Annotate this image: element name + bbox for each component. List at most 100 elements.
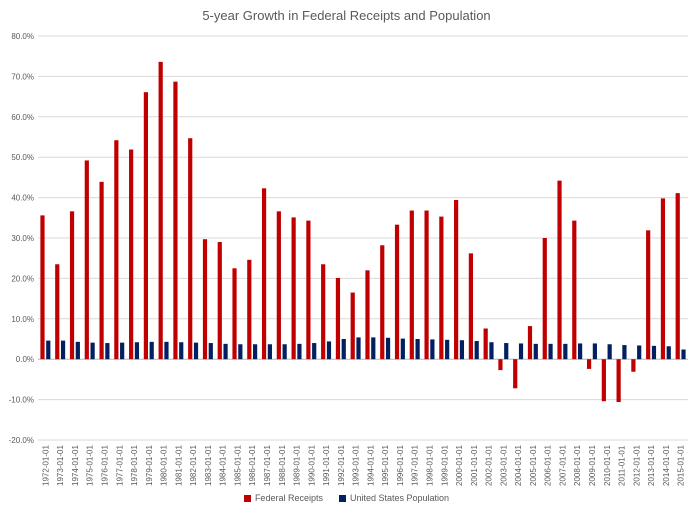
bar-us-population bbox=[46, 340, 51, 360]
x-tick-label: 1981-01-01 bbox=[174, 445, 183, 486]
bar-us-population bbox=[312, 343, 317, 360]
x-tick-label: 1996-01-01 bbox=[396, 445, 405, 486]
x-tick-label: 1994-01-01 bbox=[366, 445, 375, 486]
bar-us-population bbox=[60, 340, 66, 360]
bar-federal-receipts bbox=[40, 215, 45, 360]
bar-federal-receipts bbox=[601, 359, 606, 402]
bar-us-population bbox=[282, 344, 287, 360]
bar-federal-receipts bbox=[173, 81, 178, 360]
bar-us-population bbox=[651, 345, 657, 360]
y-tick-label: 40.0% bbox=[11, 194, 34, 203]
bar-federal-receipts bbox=[261, 188, 267, 360]
y-tick-label: 0.0% bbox=[16, 355, 34, 364]
bar-us-population bbox=[105, 343, 110, 360]
y-tick-label: 80.0% bbox=[11, 32, 34, 41]
x-tick-label: 1988-01-01 bbox=[278, 445, 287, 486]
x-tick-label: 1991-01-01 bbox=[322, 445, 331, 486]
bar-federal-receipts bbox=[409, 210, 414, 360]
x-axis-labels: 1972-01-01 1973-01-01 1974-01-01 1975-01-01… bbox=[41, 445, 685, 486]
bar-us-population bbox=[504, 343, 509, 360]
bar-us-population bbox=[518, 343, 524, 360]
x-tick-label: 2010-01-01 bbox=[603, 445, 612, 486]
x-tick-label: 2009-01-01 bbox=[588, 445, 597, 486]
bar-us-population bbox=[592, 343, 597, 360]
bar-federal-receipts bbox=[586, 359, 592, 369]
bar-federal-receipts bbox=[675, 193, 680, 360]
bar-federal-receipts bbox=[55, 264, 60, 360]
bar-federal-receipts bbox=[143, 92, 148, 360]
x-tick-label: 1975-01-01 bbox=[86, 445, 95, 486]
x-tick-label: 1982-01-01 bbox=[189, 445, 198, 486]
legend-label: Federal Receipts bbox=[254, 493, 323, 503]
bar-federal-receipts bbox=[394, 224, 400, 360]
x-tick-label: 1980-01-01 bbox=[160, 445, 169, 486]
bar-federal-receipts bbox=[276, 211, 281, 360]
bar-federal-receipts bbox=[542, 238, 547, 360]
x-tick-label: 2013-01-01 bbox=[647, 445, 656, 486]
bar-federal-receipts bbox=[306, 220, 311, 360]
x-tick-label: 2000-01-01 bbox=[455, 445, 464, 486]
x-tick-label: 1987-01-01 bbox=[263, 445, 272, 486]
bar-us-population bbox=[75, 341, 80, 360]
x-tick-label: 1983-01-01 bbox=[204, 445, 213, 486]
x-tick-label: 2014-01-01 bbox=[662, 445, 671, 486]
bar-us-population bbox=[193, 342, 199, 360]
bar-federal-receipts bbox=[321, 264, 326, 360]
bar-us-population bbox=[474, 341, 479, 360]
x-tick-label: 1992-01-01 bbox=[337, 445, 346, 486]
x-tick-label: 1973-01-01 bbox=[56, 445, 65, 486]
x-tick-label: 1978-01-01 bbox=[130, 445, 139, 486]
x-tick-label: 2002-01-01 bbox=[485, 445, 494, 486]
bar-us-population bbox=[297, 343, 302, 360]
bar-federal-receipts bbox=[247, 259, 252, 360]
bar-us-population bbox=[459, 340, 465, 360]
legend-item: United States Population bbox=[338, 493, 449, 503]
bar-us-population bbox=[223, 343, 228, 360]
bar-federal-receipts bbox=[483, 328, 488, 360]
bar-us-population bbox=[253, 344, 258, 360]
bar-federal-receipts bbox=[468, 253, 473, 360]
bar-us-population bbox=[179, 342, 184, 360]
x-tick-label: 2003-01-01 bbox=[499, 445, 508, 486]
bar-federal-receipts bbox=[439, 216, 444, 360]
y-tick-label: -10.0% bbox=[9, 396, 34, 405]
bar-us-population bbox=[489, 342, 494, 360]
bar-federal-receipts bbox=[158, 61, 163, 360]
legend-swatch bbox=[338, 494, 346, 502]
bar-us-population bbox=[134, 342, 140, 360]
bar-us-population bbox=[267, 344, 272, 360]
bar-federal-receipts bbox=[616, 359, 621, 403]
bar-federal-receipts bbox=[380, 245, 385, 360]
x-tick-label: 2007-01-01 bbox=[558, 445, 567, 486]
gridlines bbox=[38, 35, 688, 441]
bar-us-population bbox=[681, 349, 686, 360]
bar-us-population bbox=[356, 337, 361, 360]
bar-federal-receipts bbox=[335, 277, 341, 360]
bar-us-population bbox=[563, 343, 568, 360]
bar-federal-receipts bbox=[69, 211, 75, 360]
bar-federal-receipts bbox=[424, 210, 429, 360]
x-tick-label: 2005-01-01 bbox=[529, 445, 538, 486]
bar-federal-receipts bbox=[350, 292, 355, 360]
bar-federal-receipts bbox=[513, 359, 518, 389]
x-tick-label: 1997-01-01 bbox=[411, 445, 420, 486]
bar-federal-receipts bbox=[202, 239, 208, 360]
bar-us-population bbox=[666, 346, 671, 360]
x-tick-label: 1998-01-01 bbox=[425, 445, 434, 486]
x-tick-label: 2012-01-01 bbox=[632, 445, 641, 486]
bar-federal-receipts bbox=[631, 359, 636, 372]
bar-federal-receipts bbox=[129, 149, 134, 360]
bar-federal-receipts bbox=[557, 180, 562, 360]
bar-federal-receipts bbox=[99, 181, 104, 360]
x-tick-label: 2008-01-01 bbox=[573, 445, 582, 486]
bar-us-population bbox=[533, 343, 538, 360]
x-tick-label: 1976-01-01 bbox=[100, 445, 109, 486]
bar-federal-receipts bbox=[527, 326, 533, 360]
y-tick-label: 50.0% bbox=[11, 153, 34, 162]
bar-federal-receipts bbox=[454, 200, 459, 360]
bars bbox=[40, 61, 686, 403]
bar-us-population bbox=[445, 339, 450, 360]
x-tick-label: 1984-01-01 bbox=[219, 445, 228, 486]
y-tick-label: 30.0% bbox=[11, 234, 34, 243]
